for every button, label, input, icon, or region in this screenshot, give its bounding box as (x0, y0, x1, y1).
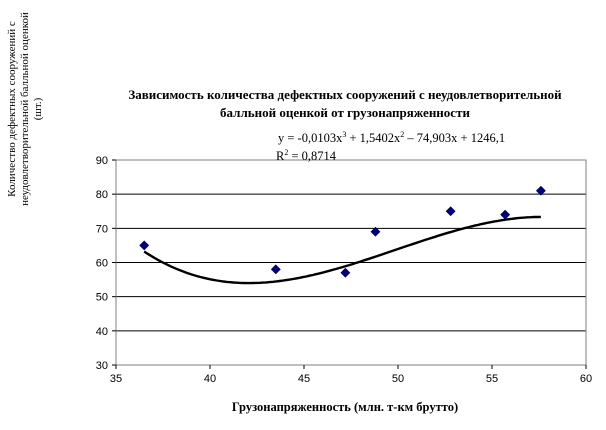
equation-prefix: y = -0,0103x (278, 131, 343, 145)
data-point (270, 264, 281, 275)
y-tick-label: 90 (96, 155, 108, 167)
x-tick-label: 60 (580, 373, 592, 385)
y-axis-label: Количество дефектных сооружений с неудов… (6, 12, 44, 206)
x-tick-label: 50 (392, 373, 404, 385)
gridlines (116, 159, 586, 332)
r2-suffix: = 0,8714 (288, 149, 337, 163)
trendline-equation: y = -0,0103x3 + 1,5402x2 – 74,903x + 124… (278, 130, 505, 146)
r2-prefix: R (276, 149, 285, 163)
y-axis-ticks: 30 40 50 60 70 80 90 (96, 155, 116, 372)
data-point (139, 240, 150, 251)
data-point (340, 267, 351, 278)
x-tick-label: 40 (204, 373, 216, 385)
y-axis-label-container: Количество дефектных сооружений с неудов… (6, 4, 66, 214)
r2-sup: 2 (284, 148, 289, 157)
r-squared-label: R2 = 0,8714 (276, 148, 336, 164)
trendline (143, 215, 541, 285)
data-point (535, 185, 546, 196)
y-tick-label: 40 (96, 326, 108, 338)
equation-sup2: 2 (400, 130, 405, 139)
data-point (500, 209, 511, 220)
equation-suffix: – 74,903x + 1246,1 (404, 131, 506, 145)
data-points (139, 185, 546, 278)
x-tick-label: 55 (486, 373, 498, 385)
x-axis-label: Грузонапряженность (млн. т-км брутто) (231, 400, 459, 414)
chart-title: Зависимость количества дефектных сооруже… (128, 87, 562, 120)
data-point (370, 226, 381, 237)
y-tick-label: 80 (96, 189, 108, 201)
y-tick-label: 70 (96, 223, 108, 235)
y-tick-label: 50 (96, 292, 108, 304)
x-axis-ticks: 35 40 45 50 55 60 (110, 365, 592, 385)
x-tick-label: 35 (110, 373, 122, 385)
equation-mid1: + 1,5402x (346, 131, 401, 145)
equation-sup1: 3 (342, 130, 347, 139)
y-tick-label: 60 (96, 258, 108, 270)
data-point (445, 206, 456, 217)
y-tick-label: 30 (96, 360, 108, 372)
x-tick-label: 45 (298, 373, 310, 385)
